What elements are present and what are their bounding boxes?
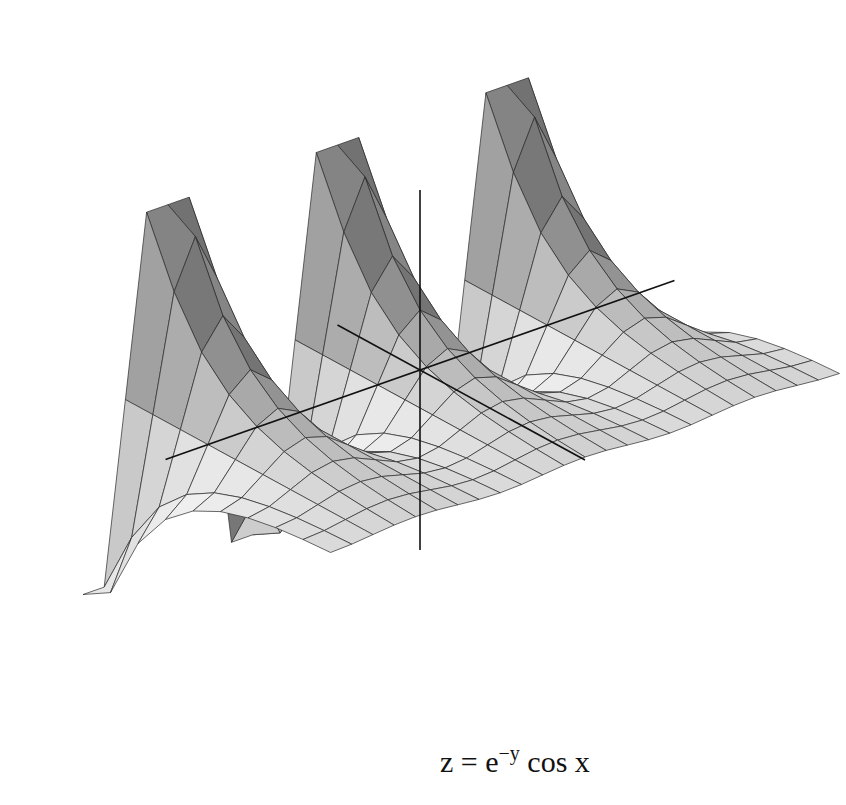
title: z = e−y cos x	[440, 742, 590, 778]
surface-patch	[138, 495, 187, 544]
z-axis	[419, 190, 421, 550]
title-rest: cos x	[520, 745, 590, 778]
axes	[166, 190, 675, 550]
title-base: z = e	[440, 745, 499, 778]
background	[0, 0, 846, 805]
chart: z = e−y cos x	[0, 0, 846, 805]
surface	[83, 78, 840, 595]
y-axis	[338, 325, 586, 460]
title-superscript: −y	[499, 742, 520, 765]
surface-patch	[303, 531, 352, 553]
